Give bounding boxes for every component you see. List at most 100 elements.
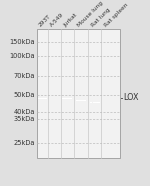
Bar <box>39 98 40 99</box>
Bar <box>76 100 77 101</box>
Bar <box>44 98 45 99</box>
Bar <box>81 100 82 101</box>
Text: 50kDa: 50kDa <box>14 92 35 98</box>
Bar <box>42 98 43 99</box>
Bar <box>40 98 41 99</box>
Bar <box>38 98 39 99</box>
Bar <box>46 98 47 99</box>
Bar <box>97 102 98 103</box>
Bar <box>93 102 94 103</box>
Bar <box>95 102 96 103</box>
Bar <box>38 98 39 99</box>
Bar <box>41 98 42 99</box>
Bar <box>45 98 46 99</box>
Bar <box>37 29 120 158</box>
Bar <box>91 102 92 103</box>
Bar <box>99 102 100 103</box>
Bar <box>78 100 79 101</box>
Bar <box>95 102 96 103</box>
Bar <box>90 102 91 103</box>
Bar <box>99 102 100 103</box>
Bar <box>42 98 43 99</box>
Bar <box>82 100 83 101</box>
Bar <box>90 102 91 103</box>
Bar <box>98 102 99 103</box>
Bar <box>63 98 64 99</box>
Bar <box>99 102 100 103</box>
Bar <box>45 98 46 99</box>
Bar <box>84 100 85 101</box>
Bar <box>39 98 40 99</box>
Bar <box>95 102 96 103</box>
Text: 40kDa: 40kDa <box>14 109 35 115</box>
Bar <box>92 102 93 103</box>
Bar <box>95 102 96 103</box>
Bar <box>96 102 97 103</box>
Bar <box>45 98 46 99</box>
Bar <box>45 98 46 99</box>
Bar <box>76 100 77 101</box>
Bar <box>38 98 39 99</box>
Bar <box>40 98 41 99</box>
Bar <box>65 98 66 99</box>
Bar <box>40 98 41 99</box>
Bar <box>97 102 98 103</box>
Bar <box>38 98 39 99</box>
Bar <box>71 98 72 99</box>
Bar <box>93 102 94 103</box>
Bar <box>96 102 97 103</box>
Bar <box>78 100 79 101</box>
Bar <box>67 98 68 99</box>
Bar <box>78 100 79 101</box>
Bar <box>92 102 93 103</box>
Bar <box>65 98 66 99</box>
Bar <box>41 98 42 99</box>
Bar <box>93 102 94 103</box>
Bar <box>95 102 96 103</box>
Bar <box>46 98 47 99</box>
Bar <box>46 98 47 99</box>
Bar <box>45 98 46 99</box>
Bar <box>45 98 46 99</box>
Bar <box>46 98 47 99</box>
Bar <box>82 100 83 101</box>
Bar <box>81 100 82 101</box>
Bar <box>77 100 78 101</box>
Bar <box>85 100 86 101</box>
Bar <box>39 98 40 99</box>
Bar <box>90 102 91 103</box>
Bar <box>44 98 45 99</box>
Bar <box>96 102 97 103</box>
Bar <box>38 98 39 99</box>
Bar <box>39 98 40 99</box>
Bar <box>98 102 99 103</box>
Bar <box>40 98 41 99</box>
Bar <box>70 98 71 99</box>
Bar <box>79 100 80 101</box>
Bar <box>95 102 96 103</box>
Bar <box>39 98 40 99</box>
Bar <box>44 98 45 99</box>
Bar <box>42 98 43 99</box>
Bar <box>90 102 91 103</box>
Bar <box>98 102 99 103</box>
Bar <box>90 102 91 103</box>
Bar <box>42 98 43 99</box>
Bar <box>99 102 100 103</box>
Bar <box>85 100 86 101</box>
Bar <box>45 98 46 99</box>
Bar <box>83 100 84 101</box>
Bar <box>44 98 45 99</box>
Bar <box>44 98 45 99</box>
Bar <box>99 102 100 103</box>
Bar <box>44 98 45 99</box>
Bar <box>91 102 92 103</box>
Bar <box>79 100 80 101</box>
Bar <box>45 98 46 99</box>
Bar <box>66 98 67 99</box>
Bar <box>79 100 80 101</box>
Bar <box>97 102 98 103</box>
Bar <box>42 98 43 99</box>
Bar <box>81 100 82 101</box>
Bar <box>38 98 39 99</box>
